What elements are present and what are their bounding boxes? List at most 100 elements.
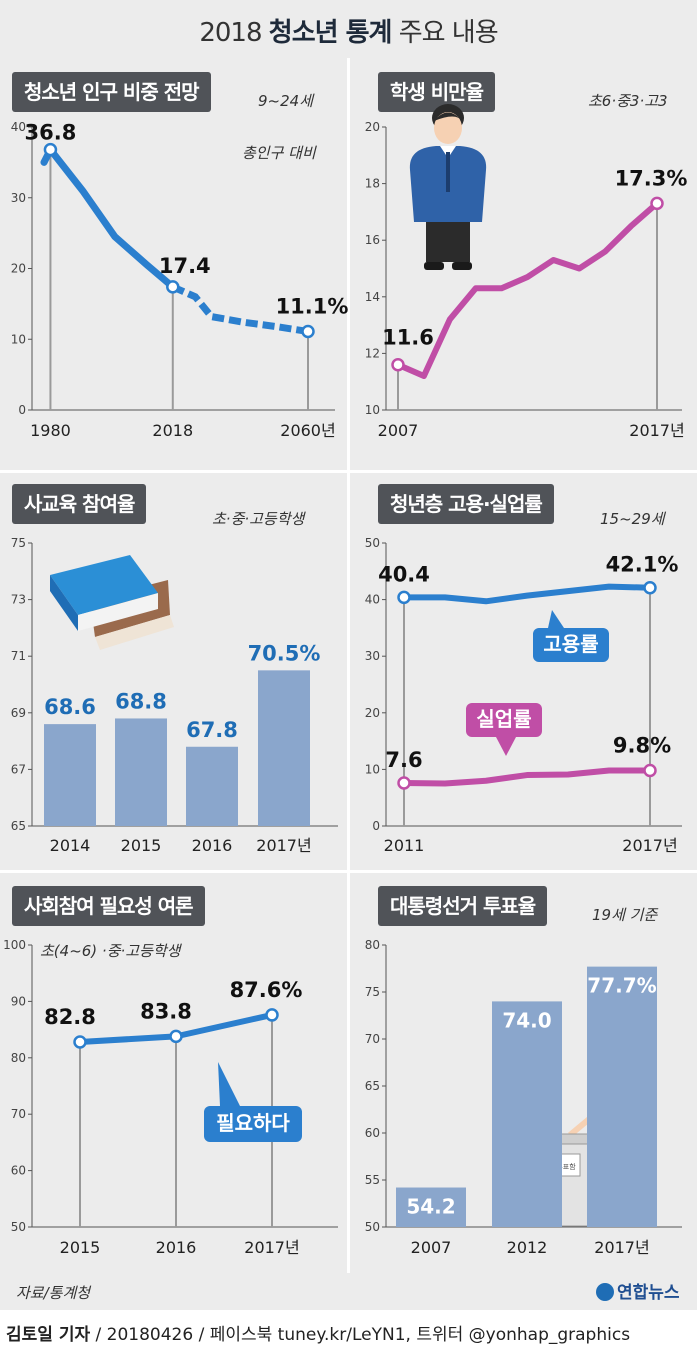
p2-y-tick-label: 10	[365, 403, 380, 417]
p2-y-tick-label: 14	[365, 290, 380, 304]
p6-bar	[396, 1187, 466, 1227]
p4-data-label: 7.6	[385, 748, 422, 772]
p4-x-tick-label: 2011	[384, 836, 425, 855]
credit-name: 김토일 기자	[6, 1325, 91, 1345]
p4-data-label: 9.8%	[613, 734, 671, 758]
p4-y-tick-label: 20	[365, 706, 380, 720]
p4-y-tick-label: 0	[372, 819, 380, 833]
p6-x-tick-label: 2017년	[594, 1238, 649, 1257]
p4-point	[397, 776, 411, 790]
p5-data-label: 83.8	[140, 999, 192, 1023]
p2-y-tick-label: 12	[365, 346, 380, 360]
p6-x-tick-label: 2007	[411, 1238, 452, 1257]
p5-y-tick-label: 50	[11, 1220, 26, 1234]
panel1-subtitle: 9~24세	[258, 92, 313, 110]
p1-y-tick-label: 20	[11, 262, 26, 276]
p6-y-tick-label: 55	[365, 1173, 380, 1187]
p6-y-tick-label: 50	[365, 1220, 380, 1234]
p1-x-tick-label: 1980	[30, 421, 71, 440]
p3-bar	[44, 724, 96, 826]
vertical-divider	[347, 58, 350, 1273]
p1-projection-line	[171, 283, 309, 335]
ballot-box-label: 투표함	[556, 1162, 576, 1171]
horizontal-divider-2	[0, 870, 697, 873]
panel1-title: 청소년 인구 비중 전망	[12, 72, 211, 112]
p6-data-label: 54.2	[406, 1195, 455, 1219]
p1-y-tick-label: 40	[11, 120, 26, 134]
p3-x-tick-label: 2014	[50, 836, 91, 855]
p5-x-tick-label: 2016	[156, 1238, 197, 1257]
p5-y-tick-label: 90	[11, 994, 26, 1008]
p4-legend-pointer	[548, 610, 564, 628]
panel5-subtitle: 초(4~6) ·중·고등학생	[40, 942, 181, 960]
p5-legend-pointer	[218, 1062, 240, 1106]
credit-line: 김토일 기자 / 20180426 / 페이스북 tuney.kr/LeYN1,…	[0, 1310, 697, 1355]
credit-rest: / 20180426 / 페이스북 tuney.kr/LeYN1, 트위터 @y…	[90, 1325, 631, 1345]
p3-data-label: 68.8	[115, 689, 167, 713]
p4-x-tick-label: 2017년	[622, 836, 677, 855]
p3-y-tick-label: 75	[11, 536, 26, 550]
logo-icon	[596, 1283, 614, 1301]
p3-x-tick-label: 2015	[121, 836, 162, 855]
p1-point	[43, 142, 58, 157]
p5-data-label: 82.8	[44, 1005, 96, 1029]
p4-legend-label: 실업률	[476, 707, 531, 731]
p1-data-label: 17.4	[159, 254, 211, 278]
title-rest: 주요 내용	[398, 18, 499, 48]
p5-x-tick-label: 2015	[60, 1238, 101, 1257]
p5-x-tick-label: 2017년	[244, 1238, 299, 1257]
p3-y-tick-label: 69	[11, 706, 26, 720]
p4-point	[643, 763, 657, 778]
p5-point	[169, 1029, 183, 1044]
p3-data-label: 70.5%	[248, 641, 321, 665]
p5-point	[73, 1035, 87, 1049]
panel6-subtitle: 19세 기준	[592, 906, 658, 924]
p3-y-tick-label: 73	[11, 593, 26, 607]
p5-point	[265, 1008, 279, 1022]
yonhap-logo: 연합뉴스	[596, 1278, 680, 1303]
p4-legend-box-unemployment	[466, 703, 542, 737]
books-icon	[50, 555, 174, 650]
p1-series-line	[40, 146, 177, 291]
p3-y-tick-label: 65	[11, 819, 26, 833]
panel2-title: 학생 비만율	[378, 72, 495, 112]
p5-y-tick-label: 80	[11, 1051, 26, 1065]
p4-y-tick-label: 30	[365, 649, 380, 663]
panel1-note: 총인구 대비	[242, 144, 316, 162]
title-year: 2018	[199, 18, 262, 48]
p6-y-tick-label: 75	[365, 985, 380, 999]
p4-data-label: 42.1%	[606, 553, 679, 577]
p3-bar	[115, 718, 167, 826]
p3-y-tick-label: 67	[11, 762, 26, 776]
p1-point	[301, 324, 315, 339]
p6-data-label: 74.0	[502, 1008, 551, 1032]
student-illustration-icon	[409, 104, 487, 270]
p6-y-tick-label: 60	[365, 1126, 380, 1140]
p2-data-label: 17.3%	[615, 166, 688, 190]
p4-y-tick-label: 40	[365, 593, 380, 607]
p2-y-tick-label: 18	[365, 177, 380, 191]
p4-series-line	[404, 583, 651, 605]
p6-data-label: 77.7%	[587, 974, 656, 998]
p1-y-tick-label: 0	[18, 403, 26, 417]
p2-y-tick-label: 16	[365, 233, 380, 247]
p1-y-tick-label: 10	[11, 332, 26, 346]
panel5-title: 사회참여 필요성 여론	[12, 886, 205, 926]
p4-point	[643, 580, 657, 595]
p1-point	[166, 280, 180, 294]
p5-legend-label: 필요하다	[216, 1111, 290, 1135]
p1-data-label: 36.8	[25, 121, 77, 145]
panel4-subtitle: 15~29세	[600, 510, 665, 528]
p1-x-tick-label: 2060년	[280, 421, 335, 440]
p2-point	[650, 196, 664, 211]
p6-y-tick-label: 65	[365, 1079, 380, 1093]
logo-text: 연합뉴스	[617, 1283, 680, 1303]
p2-x-tick-label: 2017년	[629, 421, 684, 440]
p5-y-tick-label: 100	[3, 938, 26, 952]
p3-bar	[186, 746, 238, 826]
p4-legend-box-employment	[533, 628, 609, 662]
p4-point	[397, 590, 411, 605]
p1-y-tick-label: 30	[11, 191, 26, 205]
p4-legend-pointer	[496, 737, 516, 756]
